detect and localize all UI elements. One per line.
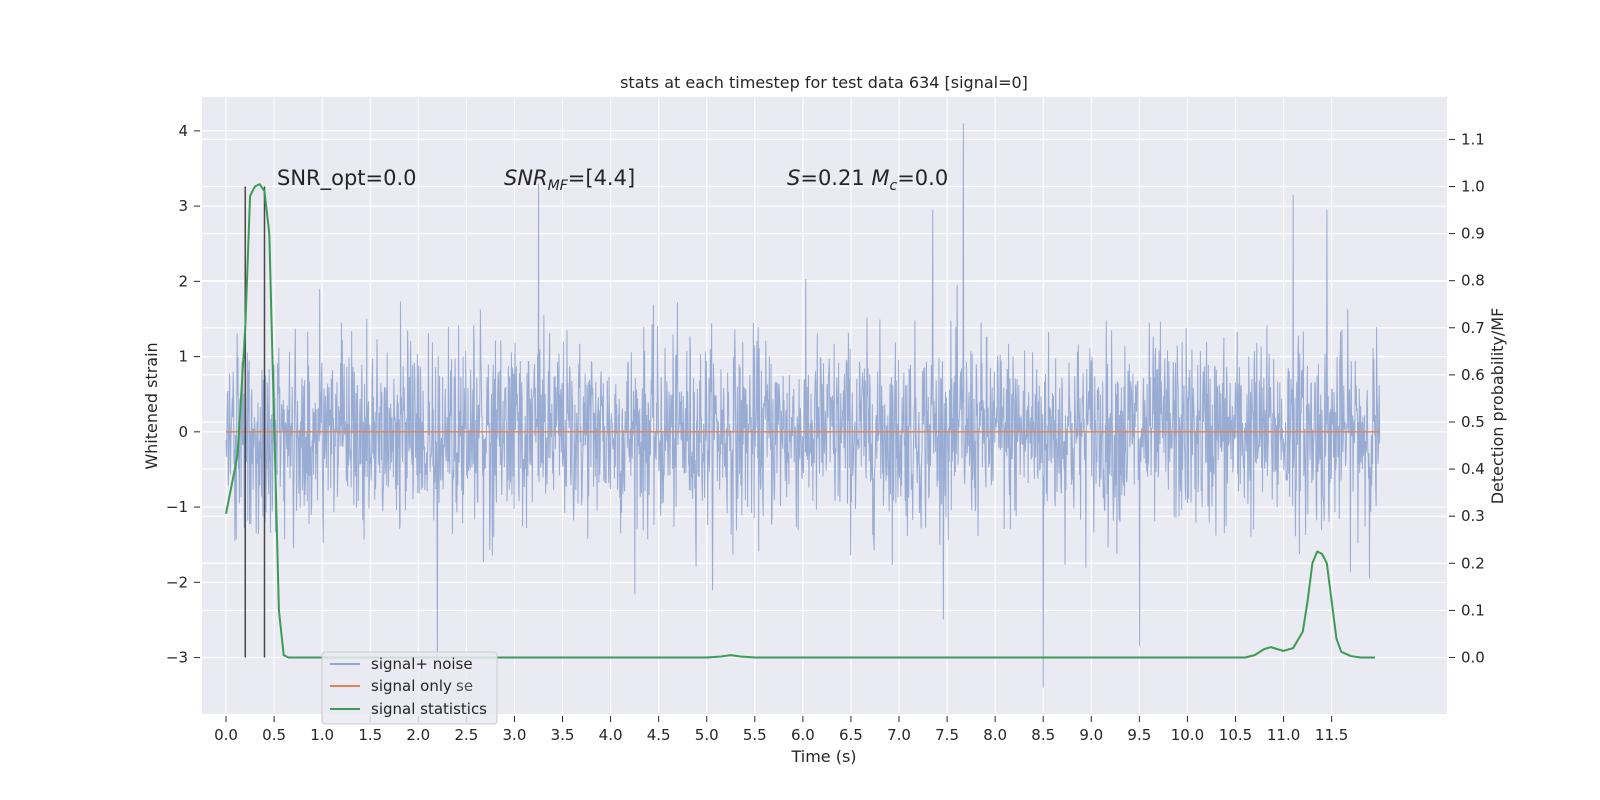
series-signal-statistics xyxy=(225,183,1375,659)
x-tick-label: 10.0 xyxy=(1171,726,1204,744)
y2-tick-label: 0.8 xyxy=(1461,272,1485,290)
y-tick-label: −3 xyxy=(166,649,188,667)
y2-tick-label: 0.0 xyxy=(1461,648,1485,666)
tick-labels: 0.0 0.5 1.0 1.5 2.0 2.5 3.0 3.5 4.0 4.5 5.0 5.5 6.0 6… xyxy=(166,122,1485,744)
series-line-signal-statistics xyxy=(225,183,1375,659)
annotation-snr-mf: SNRMF=[4.4] xyxy=(504,166,635,194)
x-tick-label: 1.5 xyxy=(358,726,382,744)
annotation-s-mc: S=0.21 Mc=0.0 xyxy=(787,166,948,194)
y-tick-label: 1 xyxy=(178,348,188,366)
y-tick-label: 3 xyxy=(178,197,188,215)
x-tick-label: 2.0 xyxy=(406,726,430,744)
x-tick-label: 0.5 xyxy=(262,726,286,744)
x-tick-label: 4.0 xyxy=(599,726,623,744)
x-tick-label: 3.0 xyxy=(503,726,527,744)
x-tick-label: 11.5 xyxy=(1315,726,1348,744)
x-tick-label: 9.0 xyxy=(1079,726,1103,744)
x-tick-label: 8.5 xyxy=(1031,726,1055,744)
x-tick-label: 7.5 xyxy=(935,726,959,744)
annotations: SNR_opt=0.0 SNRMF=[4.4] S=0.21 Mc=0.0 xyxy=(277,166,948,194)
x-tick-label: 10.5 xyxy=(1219,726,1252,744)
y2-tick-label: 0.4 xyxy=(1461,460,1485,478)
x-tick-label: 11.0 xyxy=(1267,726,1300,744)
legend-label-signal-statistics: signal statistics xyxy=(371,700,487,718)
x-axis-label: Time (s) xyxy=(790,747,856,766)
y2-tick-label: 0.6 xyxy=(1461,366,1485,384)
y2-tick-label: 1.1 xyxy=(1461,130,1485,148)
y2-tick-label: 0.7 xyxy=(1461,319,1485,337)
x-tick-label: 3.5 xyxy=(551,726,575,744)
y-tick-label: 2 xyxy=(178,272,188,290)
vertical-markers xyxy=(244,186,266,658)
x-tick-label: 4.5 xyxy=(647,726,671,744)
legend-box xyxy=(321,651,498,725)
x-tick-label: 0.0 xyxy=(214,726,238,744)
series-line-signal-plus-noise xyxy=(225,123,1381,688)
y2-axis-label: Detection probability/MF xyxy=(1488,308,1507,505)
x-tick-label: 6.5 xyxy=(839,726,863,744)
y-tick-label: −1 xyxy=(166,498,188,516)
y-axis-label: Whitened strain xyxy=(142,342,161,469)
x-tick-label: 2.5 xyxy=(454,726,478,744)
y2-tick-label: 1.0 xyxy=(1461,177,1485,195)
legend-label-signal-only: signal only xyxy=(371,677,452,695)
y2-tick-label: 0.1 xyxy=(1461,601,1485,619)
y2-tick-label: 0.9 xyxy=(1461,225,1485,243)
annotation-snr-opt: SNR_opt=0.0 xyxy=(277,166,417,191)
series-signal-plus-noise xyxy=(225,123,1381,688)
y-tick-label: 0 xyxy=(178,423,188,441)
y-tick-label: −2 xyxy=(166,573,188,591)
legend-overlap-text: se xyxy=(456,677,473,695)
x-tick-label: 1.0 xyxy=(310,726,334,744)
x-tick-label: 9.5 xyxy=(1127,726,1151,744)
x-tick-label: 5.5 xyxy=(743,726,767,744)
y2-tick-label: 0.5 xyxy=(1461,413,1485,431)
y2-tick-label: 0.2 xyxy=(1461,554,1485,572)
legend-label-signal-plus-noise: signal+ noise xyxy=(371,655,473,673)
x-tick-label: 6.0 xyxy=(791,726,815,744)
y2-tick-label: 0.3 xyxy=(1461,507,1485,525)
legend: signal+ noise signal only se signal stat… xyxy=(321,651,498,725)
x-tick-label: 7.0 xyxy=(887,726,911,744)
y-tick-label: 4 xyxy=(178,122,188,140)
chart-title: stats at each timestep for test data 634… xyxy=(620,73,1028,92)
x-tick-label: 8.0 xyxy=(983,726,1007,744)
x-tick-label: 5.0 xyxy=(695,726,719,744)
